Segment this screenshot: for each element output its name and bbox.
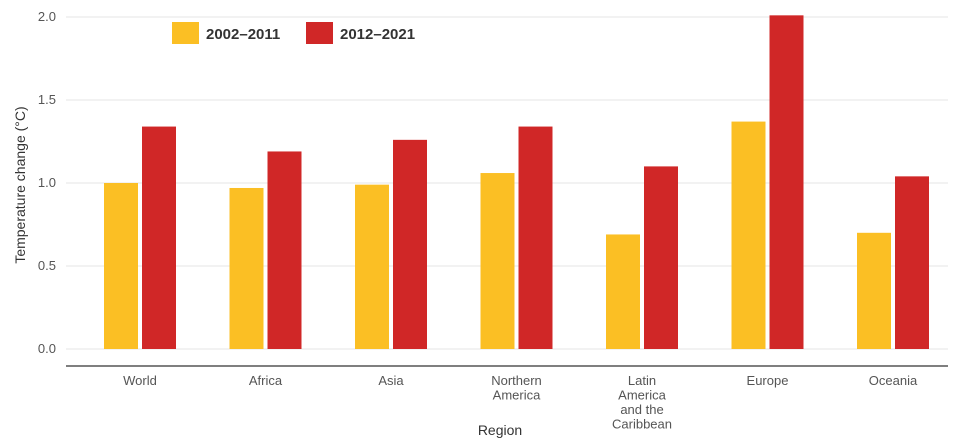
x-tick-label: World — [123, 373, 157, 388]
legend: 2002–2011 2012–2021 — [172, 22, 415, 44]
y-tick-label: 0.5 — [38, 258, 56, 273]
legend-label: 2002–2011 — [206, 26, 280, 43]
x-tick-label: Asia — [378, 373, 404, 388]
legend-label: 2012–2021 — [340, 26, 415, 43]
bars — [104, 15, 929, 350]
x-axis-title: Region — [478, 422, 522, 438]
y-tick-label: 0.0 — [38, 341, 56, 356]
y-tick-label: 1.5 — [38, 92, 56, 107]
bar-series1 — [857, 232, 891, 349]
y-axis-title: Temperature change (°C) — [12, 106, 28, 263]
x-tick-label: Northern America — [491, 373, 542, 403]
bar-series1 — [731, 121, 766, 349]
bar-series2 — [518, 126, 553, 349]
bar-series1 — [229, 187, 264, 349]
bar-series1 — [480, 173, 515, 349]
legend-swatch — [306, 22, 333, 44]
bar-series2 — [769, 15, 804, 350]
bar-series1 — [606, 234, 640, 349]
x-tick-label: Africa — [249, 373, 283, 388]
bar-series1 — [104, 183, 138, 349]
x-tick-label: Latin America and the Caribbean — [612, 373, 672, 432]
x-tick-label: Oceania — [869, 373, 918, 388]
bar-series2 — [393, 139, 427, 349]
y-tick-label: 1.0 — [38, 175, 56, 190]
x-axis-ticks: World Africa Asia Northern America Latin Ameri… — [123, 373, 918, 432]
bar-series2 — [895, 176, 929, 349]
bar-series1 — [355, 184, 389, 349]
legend-swatch — [172, 22, 199, 44]
y-axis-ticks: 0.0 0.5 1.0 1.5 2.0 — [38, 9, 56, 356]
bar-series2 — [644, 166, 678, 349]
x-tick-label: Europe — [747, 373, 789, 388]
bar-series2 — [267, 151, 302, 349]
y-tick-label: 2.0 — [38, 9, 56, 24]
bar-series2 — [142, 126, 176, 349]
